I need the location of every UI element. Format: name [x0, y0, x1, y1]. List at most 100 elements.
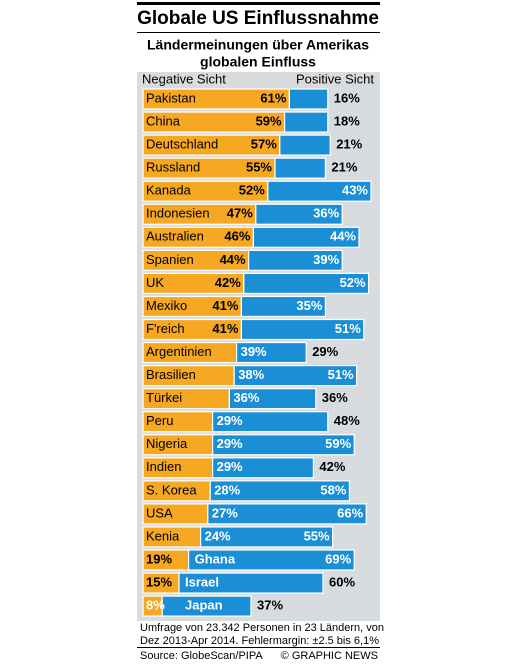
value-label: 57% — [251, 137, 277, 152]
category-label: S. Korea — [146, 482, 197, 497]
bar-positive — [207, 503, 367, 525]
value-label: 29% — [312, 344, 338, 359]
chart-title: Globale US Einflussnahme — [137, 8, 379, 29]
value-label: 66% — [337, 505, 363, 520]
value-label: 46% — [224, 229, 250, 244]
bar-positive — [267, 180, 372, 202]
bar-positive — [243, 272, 370, 294]
category-label: USA — [146, 505, 173, 520]
category-label: Spanien — [146, 252, 194, 267]
bar-positive — [209, 480, 350, 502]
value-label: 60% — [329, 574, 355, 589]
value-label: 59% — [325, 436, 351, 451]
category-label: Peru — [146, 413, 173, 428]
category-label: Ghana — [195, 551, 236, 566]
value-label: 55% — [246, 160, 272, 175]
bar-positive — [240, 318, 365, 341]
value-label: 15% — [146, 574, 172, 589]
value-label: 69% — [325, 551, 351, 566]
bar-positive — [236, 341, 307, 364]
category-label: Türkei — [146, 390, 182, 405]
value-label: 39% — [241, 344, 267, 359]
category-label: Russland — [146, 160, 200, 175]
bar-positive — [212, 457, 315, 479]
bar-positive — [178, 572, 324, 594]
bar-positive — [255, 203, 343, 225]
bar-positive — [188, 549, 355, 571]
value-label: 55% — [304, 528, 330, 543]
value-label: 29% — [217, 459, 243, 474]
value-label: 52% — [239, 183, 265, 198]
value-label: 42% — [319, 459, 345, 474]
value-label: 8% — [146, 598, 165, 613]
bar-positive — [279, 134, 331, 156]
value-label: 51% — [328, 367, 354, 382]
category-label: UK — [146, 275, 164, 290]
value-label: 41% — [212, 321, 238, 336]
bar-positive — [274, 157, 327, 179]
bar-positive — [252, 226, 360, 248]
legend-label: Positive Sicht — [296, 71, 374, 86]
rule — [137, 647, 380, 648]
value-label: 29% — [217, 436, 243, 451]
value-label: 51% — [335, 321, 361, 336]
bar-positive — [240, 295, 326, 318]
value-label: 21% — [331, 160, 357, 175]
category-label: Argentinien — [146, 344, 212, 359]
value-label: 19% — [146, 551, 172, 566]
category-label: Pakistan — [146, 90, 196, 105]
value-label: 36% — [313, 206, 339, 221]
category-label: Mexiko — [146, 298, 187, 313]
category-label: Kanada — [146, 183, 192, 198]
category-label: Australien — [146, 229, 204, 244]
source: Source: GlobeScan/PIPA — [140, 650, 263, 662]
bar-positive — [233, 365, 358, 387]
category-label: Indien — [146, 459, 181, 474]
value-label: 24% — [205, 528, 231, 543]
bar-positive — [212, 434, 355, 456]
credit: © GRAPHIC NEWS — [281, 650, 378, 662]
value-label: 18% — [334, 113, 360, 128]
value-label: 27% — [212, 505, 238, 520]
top-rule — [137, 2, 380, 5]
value-label: 29% — [217, 413, 243, 428]
category-label: Deutschland — [146, 137, 218, 152]
value-label: 16% — [334, 90, 360, 105]
category-label: Kenia — [146, 528, 180, 543]
value-label: 36% — [233, 390, 259, 405]
value-label: 39% — [313, 252, 339, 267]
value-label: 43% — [342, 183, 368, 198]
bar-positive — [212, 411, 329, 433]
value-label: 37% — [257, 598, 283, 613]
value-label: 61% — [260, 90, 286, 105]
value-label: 47% — [227, 206, 253, 221]
value-label: 44% — [330, 229, 356, 244]
bar-positive — [288, 88, 329, 110]
value-label: 52% — [340, 275, 366, 290]
category-label: Japan — [185, 598, 223, 613]
bar-positive — [248, 249, 343, 271]
bar-positive — [284, 111, 329, 133]
value-label: 42% — [215, 275, 241, 290]
value-label: 28% — [214, 482, 240, 497]
category-label: F'reich — [146, 321, 185, 336]
legend-label: Negative Sicht — [142, 71, 226, 86]
value-label: 58% — [320, 482, 346, 497]
footnote: Umfrage von 23.342 Personen in 23 Länder… — [140, 622, 384, 634]
value-label: 35% — [296, 298, 322, 313]
value-label: 36% — [322, 390, 348, 405]
value-label: 44% — [220, 252, 246, 267]
value-label: 41% — [212, 298, 238, 313]
value-label: 38% — [238, 367, 264, 382]
value-label: 48% — [334, 413, 360, 428]
footnote: Dez 2013-Apr 2014. Fehlermargin: ±2.5 bi… — [140, 635, 379, 647]
category-label: Brasilien — [146, 367, 196, 382]
subtitle: Ländermeinungen über Amerikas — [147, 37, 369, 53]
category-label: Indonesien — [146, 206, 210, 221]
category-label: Israel — [185, 574, 219, 589]
rule — [137, 32, 380, 33]
category-label: China — [146, 113, 181, 128]
category-label: Nigeria — [146, 436, 188, 451]
value-label: 59% — [256, 113, 282, 128]
